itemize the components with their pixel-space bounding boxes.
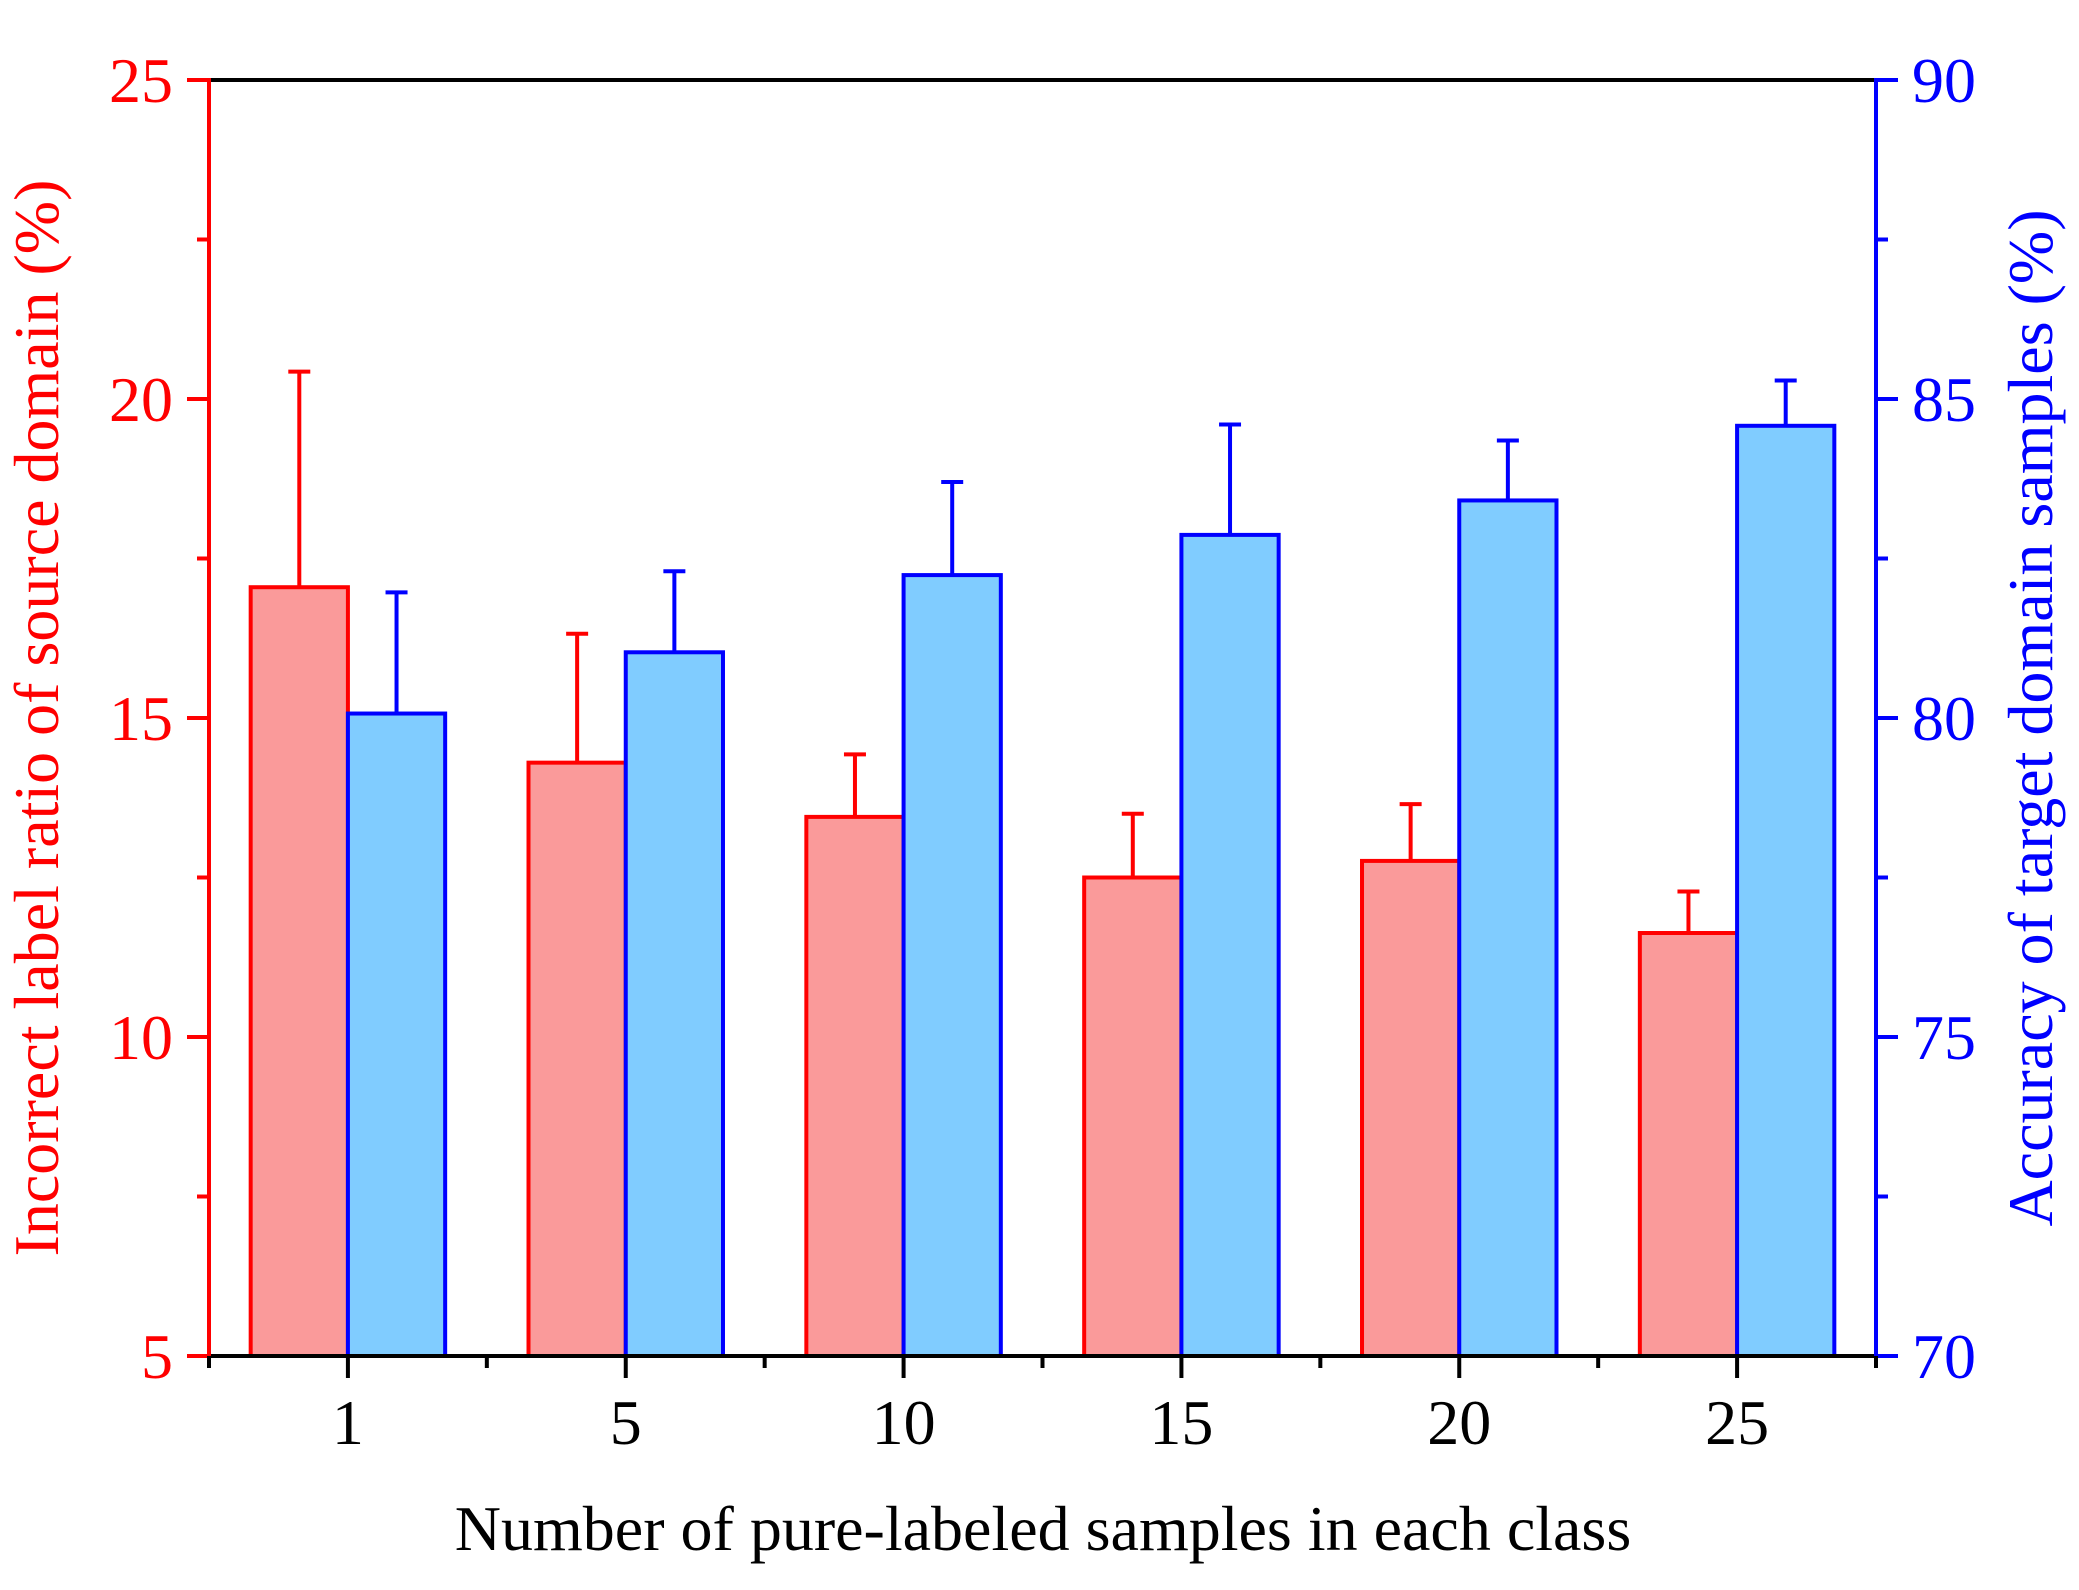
bar-accuracy-1	[345, 711, 448, 1358]
left-tick-label: 25	[109, 45, 173, 116]
bar-accuracy-20	[1457, 498, 1559, 1358]
bar-accuracy-10	[901, 573, 1003, 1358]
bar-incorrect-ratio-5	[526, 760, 628, 1358]
right-tick-label: 80	[1912, 683, 1976, 754]
bar-incorrect-ratio-25	[1637, 931, 1740, 1358]
bar-accuracy-15	[1179, 532, 1281, 1358]
right-tick-label: 75	[1912, 1002, 1976, 1073]
x-tick-label: 15	[1149, 1387, 1213, 1458]
x-tick-label: 5	[610, 1387, 642, 1458]
left-tick-label: 20	[109, 364, 173, 435]
x-tick-label: 10	[872, 1387, 936, 1458]
x-axis-title: Number of pure-labeled samples in each c…	[455, 1493, 1631, 1564]
x-tick-label: 25	[1705, 1387, 1769, 1458]
bar-accuracy-25	[1735, 423, 1837, 1358]
right-tick-label: 70	[1912, 1321, 1976, 1392]
bar-incorrect-ratio-1	[248, 585, 350, 1358]
bar-incorrect-ratio-15	[1082, 875, 1184, 1358]
left-tick-label: 5	[141, 1321, 173, 1392]
x-tick-label: 1	[332, 1387, 364, 1458]
bar-incorrect-ratio-20	[1360, 858, 1462, 1358]
right-tick-label: 85	[1912, 364, 1976, 435]
right-axis-title: Accuracy of target domain samples (%)	[1995, 209, 2066, 1226]
bar-incorrect-ratio-10	[804, 814, 906, 1358]
bar-marks	[248, 369, 1837, 1358]
right-tick-label: 90	[1912, 45, 1976, 116]
left-axis-title: Incorrect label ratio of source domain (…	[1, 180, 72, 1257]
left-tick-label: 10	[109, 1002, 173, 1073]
left-tick-label: 15	[109, 683, 173, 754]
x-tick-label: 20	[1427, 1387, 1491, 1458]
bar-accuracy-5	[623, 650, 725, 1358]
